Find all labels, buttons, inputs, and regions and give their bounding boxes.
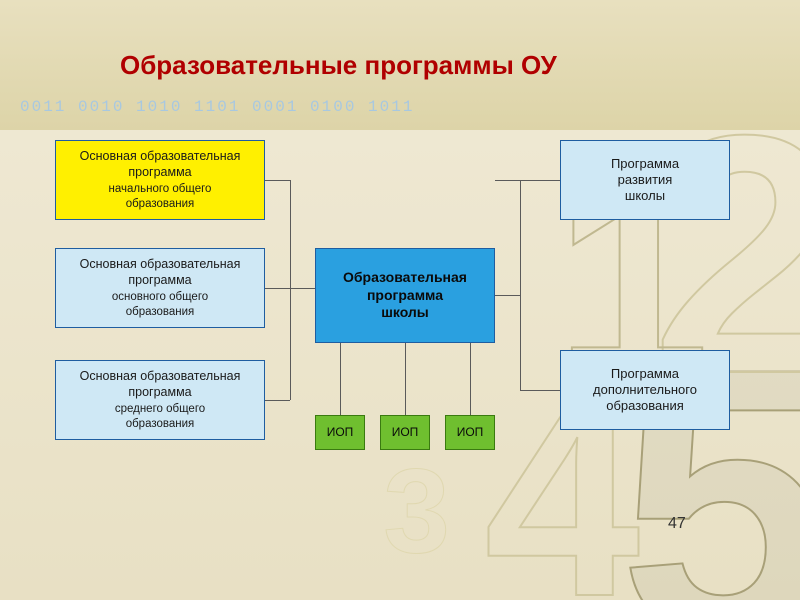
page-number: 47: [668, 515, 686, 533]
connector-10: [340, 343, 341, 415]
box-iop3-line1: ИОП: [457, 425, 484, 440]
box-iop1: ИОП: [315, 415, 365, 450]
connector-1: [290, 180, 291, 288]
connector-7: [495, 295, 520, 296]
box-right1: Программа развития школы: [560, 140, 730, 220]
box-left2-line1: Основная образовательная программа: [80, 257, 241, 288]
box-left1-line2: начального общего образования: [109, 182, 212, 211]
box-right1-line1: Программа развития школы: [611, 156, 679, 205]
connector-3: [265, 400, 290, 401]
box-right2-line1: Программа дополнительного образования: [593, 366, 697, 415]
connector-12: [470, 343, 471, 415]
box-iop2: ИОП: [380, 415, 430, 450]
box-left2: Основная образовательная программаосновн…: [55, 248, 265, 328]
box-right2: Программа дополнительного образования: [560, 350, 730, 430]
connector-6: [520, 180, 521, 295]
box-left3-line1: Основная образовательная программа: [80, 369, 241, 400]
connector-8: [520, 295, 521, 390]
slide-content: Образовательные программы ОУ Основная об…: [0, 0, 800, 600]
box-center: Образовательная программа школы: [315, 248, 495, 343]
connector-4: [290, 288, 291, 400]
box-left1-line1: Основная образовательная программа: [80, 149, 241, 180]
connector-5: [495, 180, 560, 181]
connector-11: [405, 343, 406, 415]
box-iop3: ИОП: [445, 415, 495, 450]
box-iop1-line1: ИОП: [327, 425, 354, 440]
slide-title: Образовательные программы ОУ: [120, 50, 557, 81]
box-left3: Основная образовательная программасредне…: [55, 360, 265, 440]
box-iop2-line1: ИОП: [392, 425, 419, 440]
box-left3-line2: среднего общего образования: [115, 402, 205, 431]
connector-0: [265, 180, 290, 181]
box-center-line1: Образовательная программа школы: [343, 269, 467, 322]
connector-9: [520, 390, 560, 391]
box-left2-line2: основного общего образования: [112, 290, 208, 319]
box-left1: Основная образовательная программаначаль…: [55, 140, 265, 220]
